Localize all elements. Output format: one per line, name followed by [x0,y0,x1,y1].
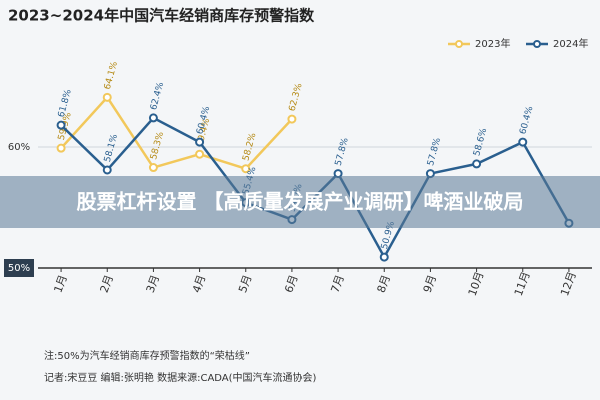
banner[interactable]: 股票杠杆设置 【高质量发展产业调研】啤酒业破局 [77,190,524,214]
x-tick-label: 5月 [236,273,254,294]
point [102,165,112,175]
series-line [60,95,293,171]
point [287,114,297,124]
legend-label: 2023年 [475,37,510,50]
point [241,164,251,174]
chart-title: 2023~2024年中国汽车经销商库存预警指数 [8,7,315,25]
point [56,120,66,130]
x-tick-label: 3月 [144,273,162,294]
banner-bg [0,176,600,228]
x-tick-label: 9月 [421,273,439,294]
x-tick-label: 6月 [282,273,300,294]
legend-dot [455,40,463,48]
legend-label: 2024年 [553,37,588,50]
legend-dot [533,40,541,48]
point [102,92,112,102]
x-tick-label: 7月 [328,273,346,294]
point [379,252,389,262]
tick-box [4,259,34,277]
point [472,159,482,169]
point [518,137,528,147]
x-tick-label: 1月 [51,273,69,294]
point [148,113,158,123]
x-tick-label: 2月 [98,273,116,294]
point [195,137,205,147]
y-tick-label: 50% [8,263,30,274]
point [148,163,158,173]
x-tick-label: 8月 [375,273,393,294]
y-tick-label: 60% [8,142,30,153]
x-tick-label: 4月 [190,273,208,294]
point [195,149,205,159]
note: 记者:宋豆豆 编辑:张明艳 数据来源:CADA(中国汽车流通协会) [44,371,317,384]
point [56,143,66,153]
note: 注:50%为汽车经销商库存预警指数的“荣枯线” [44,349,250,362]
